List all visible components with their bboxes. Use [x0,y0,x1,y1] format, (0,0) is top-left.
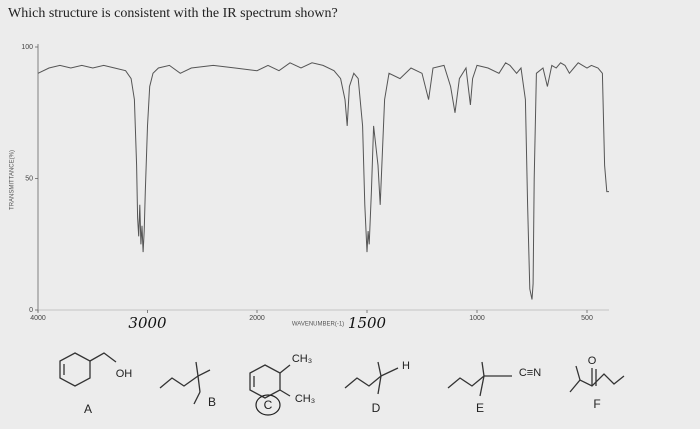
branch [377,361,382,377]
x-tick-label: 2000 [249,315,265,322]
option-letter: A [84,402,92,416]
branch [481,361,485,377]
chain [447,375,512,389]
x-axis-label: WAVENUMBER(-1) [292,322,344,328]
atom-label: CH₃ [295,393,315,405]
branch [479,375,485,397]
spectrum-line [37,62,609,300]
handwritten-tick-label: 3000 [128,314,167,332]
x-tick-label: 500 [581,315,593,322]
option-letter: C [264,398,273,412]
atom-label: C≡N [519,367,541,379]
chain [89,352,117,363]
option-letter: D [372,401,381,415]
branch [195,361,199,377]
handwritten-tick-label: 1500 [348,314,387,332]
chain [159,369,211,389]
y-axis-label: TRANSMITTANCE(%) [10,150,16,210]
ir-spectrum: TRANSMITTANCE(%) WAVENUMBER(-1) 0 50 100 40… [10,44,609,332]
branch [575,365,581,381]
x-tick-label: 1000 [469,315,485,322]
option-letter: F [593,397,600,411]
structures [59,352,625,416]
branch [377,375,382,395]
atom-label: O [588,355,597,367]
bond [279,389,291,397]
answer-circle [255,394,281,416]
atom-label: CH₃ [292,353,312,365]
option-letter: E [476,401,484,415]
chain [344,367,399,389]
chain [569,373,625,393]
y-tick-label: 50 [25,175,33,182]
question: Which structure is consistent with the I… [8,6,338,21]
y-tick-label: 0 [29,307,33,314]
bond [279,364,291,374]
x-tick-label: 4000 [30,315,46,322]
y-tick-label: 100 [21,44,33,51]
branch [197,375,201,393]
atom-label: H [402,360,410,372]
wedge [193,391,201,405]
option-letter: B [208,395,216,409]
atom-label: OH [116,368,133,380]
